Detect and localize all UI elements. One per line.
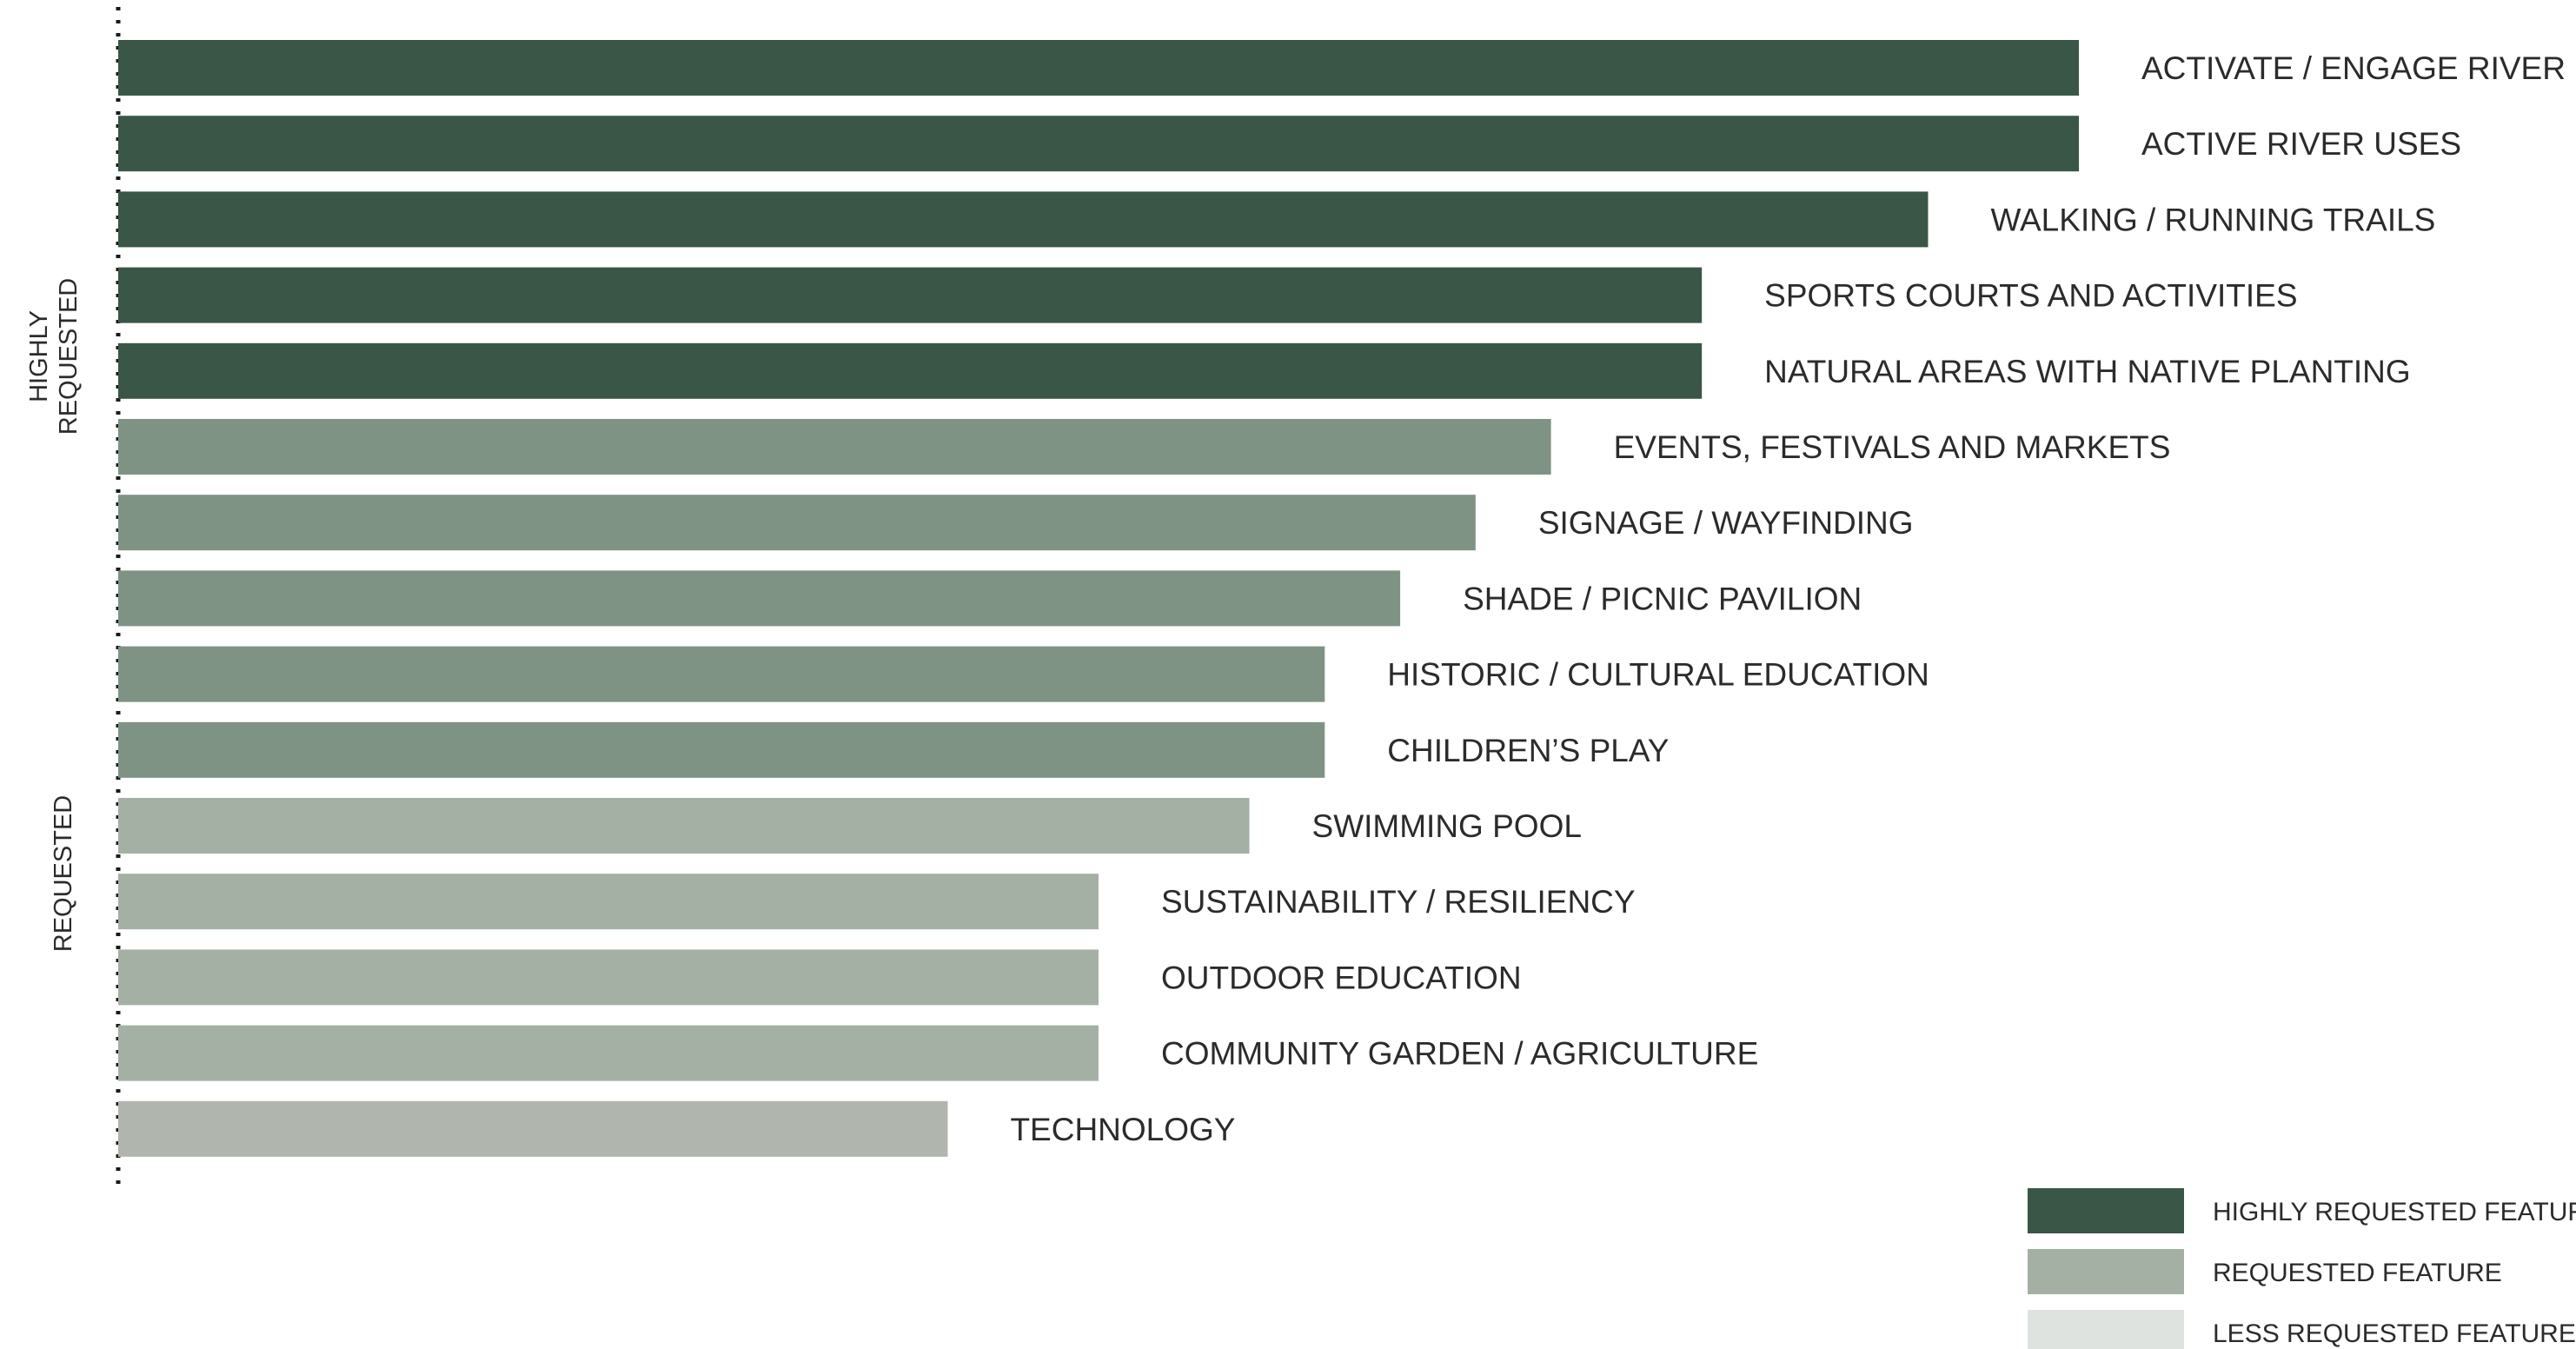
- bar-label-9: CHILDREN’S PLAY: [1387, 733, 1669, 768]
- group-label-requested-line1: REQUESTED: [50, 795, 77, 952]
- bar-label-3: SPORTS COURTS AND ACTIVITIES: [1764, 278, 2297, 314]
- bar-label-6: SIGNAGE / WAYFINDING: [1538, 505, 1914, 541]
- group-label-highly-requested: HIGHLY REQUESTED: [25, 278, 83, 435]
- bar-label-8: HISTORIC / CULTURAL EDUCATION: [1387, 657, 1929, 693]
- bar-10: [118, 798, 1250, 854]
- bar-label-7: SHADE / PICNIC PAVILION: [1463, 581, 1862, 616]
- group-label-highly-requested-line1: HIGHLY: [25, 310, 53, 402]
- bar-3: [118, 267, 1703, 323]
- bar-label-14: TECHNOLOGY: [1010, 1112, 1235, 1147]
- legend: HIGHLY REQUESTED FEATURE REQUESTED FEATUR…: [2028, 1188, 2576, 1349]
- bar-11: [118, 874, 1099, 930]
- bar-4: [118, 342, 1703, 399]
- bar-7: [118, 570, 1401, 627]
- legend-swatch-1: [2028, 1249, 2184, 1294]
- bar-9: [118, 721, 1325, 778]
- bar-label-12: OUTDOOR EDUCATION: [1161, 960, 1522, 995]
- legend-label-2: LESS REQUESTED FEATURE: [2213, 1319, 2576, 1348]
- bar-label-13: COMMUNITY GARDEN / AGRICULTURE: [1161, 1036, 1758, 1072]
- bar-12: [118, 949, 1099, 1006]
- bar-1: [118, 116, 2079, 172]
- bar-label-2: WALKING / RUNNING TRAILS: [1990, 202, 2435, 237]
- bar-8: [118, 646, 1325, 702]
- bar-2: [118, 191, 1929, 248]
- legend-label-1: REQUESTED FEATURE: [2213, 1259, 2502, 1287]
- bar-5: [118, 419, 1551, 475]
- bar-0: [118, 40, 2079, 96]
- group-label-requested: REQUESTED: [50, 795, 77, 952]
- bar-label-10: SWIMMING POOL: [1312, 808, 1582, 844]
- bar-6: [118, 495, 1476, 551]
- bar-label-1: ACTIVE RIVER USES: [2141, 126, 2461, 162]
- legend-label-0: HIGHLY REQUESTED FEATURE: [2213, 1198, 2576, 1226]
- bars-group: ACTIVATE / ENGAGE RIVER ACTIVE RIVER USES…: [118, 40, 2566, 1157]
- group-label-highly-requested-line2: REQUESTED: [55, 278, 83, 435]
- bar-label-11: SUSTAINABILITY / RESILIENCY: [1161, 884, 1636, 920]
- legend-swatch-0: [2028, 1188, 2184, 1233]
- legend-swatch-2: [2028, 1310, 2184, 1349]
- bar-label-0: ACTIVATE / ENGAGE RIVER: [2141, 50, 2566, 86]
- bar-label-5: EVENTS, FESTIVALS AND MARKETS: [1614, 429, 2171, 465]
- bar-14: [118, 1100, 948, 1157]
- bar-13: [118, 1025, 1099, 1081]
- bar-label-4: NATURAL AREAS WITH NATIVE PLANTING: [1764, 354, 2411, 389]
